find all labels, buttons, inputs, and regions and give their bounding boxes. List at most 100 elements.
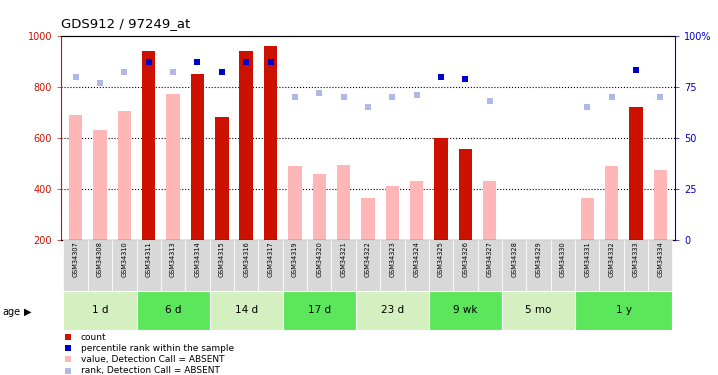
Bar — [161, 240, 185, 291]
Bar — [386, 186, 399, 240]
Text: count: count — [81, 333, 106, 342]
Bar — [605, 166, 618, 240]
Bar — [653, 170, 667, 240]
Text: GSM34317: GSM34317 — [268, 242, 274, 277]
Bar — [356, 291, 429, 330]
Bar — [429, 291, 502, 330]
Text: GSM34314: GSM34314 — [195, 242, 200, 277]
Bar — [526, 240, 551, 291]
Text: 23 d: 23 d — [381, 305, 404, 315]
Bar — [112, 240, 136, 291]
Bar — [185, 240, 210, 291]
Point — [655, 94, 666, 100]
Bar — [648, 240, 673, 291]
Bar — [258, 240, 283, 291]
Text: GSM34329: GSM34329 — [536, 242, 541, 277]
Point — [432, 311, 443, 317]
Point — [289, 94, 301, 100]
Point — [460, 75, 471, 81]
Point — [630, 68, 642, 74]
Point — [338, 94, 350, 100]
Text: GSM34320: GSM34320 — [316, 242, 322, 278]
Bar — [483, 181, 496, 240]
Bar — [332, 240, 356, 291]
Text: GSM34328: GSM34328 — [511, 242, 517, 278]
Bar — [283, 240, 307, 291]
Text: GSM34307: GSM34307 — [73, 242, 79, 278]
Text: percentile rank within the sample: percentile rank within the sample — [81, 344, 234, 353]
Point — [241, 59, 252, 65]
Point — [70, 74, 81, 80]
Point — [484, 98, 495, 104]
Point — [216, 69, 228, 75]
Text: GSM34334: GSM34334 — [657, 242, 663, 277]
Text: 1 d: 1 d — [92, 305, 108, 315]
Bar — [167, 94, 180, 240]
Bar — [210, 291, 283, 330]
Bar — [434, 138, 448, 240]
Bar — [502, 240, 526, 291]
Bar — [215, 117, 228, 240]
Point — [606, 94, 617, 100]
Text: GSM34325: GSM34325 — [438, 242, 444, 278]
Bar — [624, 240, 648, 291]
Point — [314, 90, 325, 96]
Bar — [234, 240, 258, 291]
Text: GSM34316: GSM34316 — [243, 242, 249, 277]
Bar — [88, 240, 112, 291]
Bar — [453, 240, 477, 291]
Bar — [63, 240, 88, 291]
Text: GSM34327: GSM34327 — [487, 242, 493, 278]
Bar — [575, 291, 673, 330]
Bar — [142, 51, 155, 240]
Bar — [210, 240, 234, 291]
Bar — [502, 291, 575, 330]
Point — [94, 80, 106, 86]
Point — [265, 59, 276, 65]
Bar — [356, 240, 380, 291]
Text: GSM34321: GSM34321 — [340, 242, 347, 277]
Text: 17 d: 17 d — [308, 305, 331, 315]
Point — [582, 104, 593, 110]
Text: GSM34331: GSM34331 — [584, 242, 590, 277]
Bar — [380, 240, 404, 291]
Text: GSM34322: GSM34322 — [365, 242, 371, 278]
Text: GSM34308: GSM34308 — [97, 242, 103, 278]
Bar — [136, 240, 161, 291]
Text: GSM34319: GSM34319 — [292, 242, 298, 277]
Text: GSM34311: GSM34311 — [146, 242, 151, 277]
Point — [386, 94, 398, 100]
Point — [167, 69, 179, 75]
Bar — [283, 291, 356, 330]
Text: 5 mo: 5 mo — [526, 305, 551, 315]
Bar — [429, 240, 453, 291]
Bar — [264, 46, 277, 240]
Bar — [118, 111, 131, 240]
Bar — [361, 198, 375, 240]
Text: GSM34313: GSM34313 — [170, 242, 176, 277]
Bar — [69, 115, 83, 240]
Bar — [288, 166, 302, 240]
Point — [432, 107, 443, 113]
Text: GDS912 / 97249_at: GDS912 / 97249_at — [61, 17, 190, 30]
Point — [143, 59, 154, 65]
Text: GSM34310: GSM34310 — [121, 242, 127, 277]
Text: GSM34323: GSM34323 — [389, 242, 396, 277]
Text: GSM34333: GSM34333 — [633, 242, 639, 277]
Text: rank, Detection Call = ABSENT: rank, Detection Call = ABSENT — [81, 366, 220, 375]
Text: GSM34326: GSM34326 — [462, 242, 468, 278]
Bar — [136, 291, 210, 330]
Text: age: age — [3, 307, 21, 317]
Bar — [191, 74, 204, 240]
Text: GSM34332: GSM34332 — [609, 242, 615, 277]
Bar — [459, 149, 472, 240]
Text: GSM34330: GSM34330 — [560, 242, 566, 277]
Point — [432, 209, 443, 215]
Bar — [312, 174, 326, 240]
Text: ▶: ▶ — [24, 307, 32, 317]
Text: 9 wk: 9 wk — [453, 305, 477, 315]
Bar — [404, 240, 429, 291]
Bar — [629, 107, 643, 240]
Text: 14 d: 14 d — [235, 305, 258, 315]
Bar — [410, 181, 424, 240]
